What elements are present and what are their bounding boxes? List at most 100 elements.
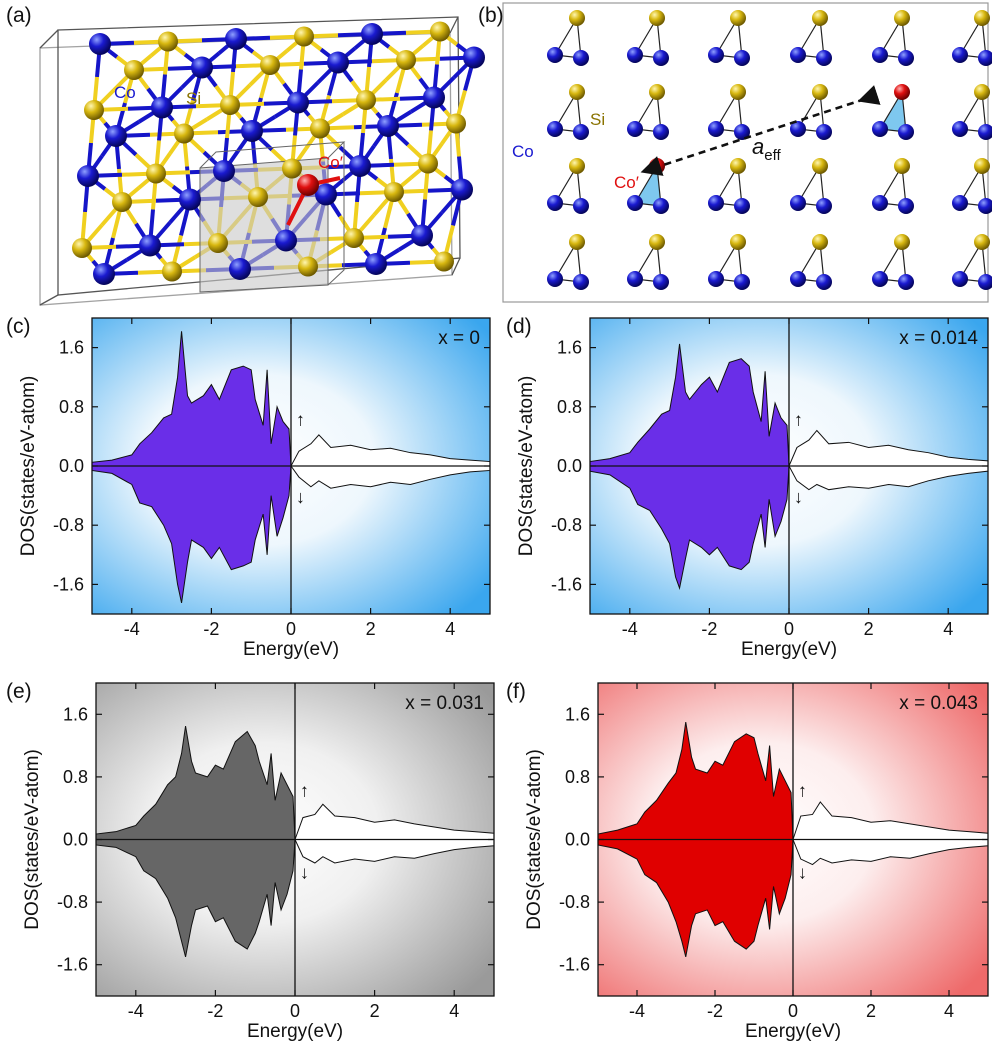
trimer-bonds <box>879 241 907 283</box>
si-atom <box>730 84 746 100</box>
x-axis-label: Energy(eV) <box>243 639 339 660</box>
dos-unoccupied-spin_up <box>294 803 495 840</box>
co-atom <box>573 124 589 140</box>
co-atom <box>179 188 201 211</box>
x-tick-label: 0 <box>290 1001 300 1021</box>
si-atom <box>649 234 665 250</box>
y-tick-label: -1.6 <box>57 955 88 975</box>
spin-down-arrow: ↓ <box>296 487 305 507</box>
si-atom <box>812 234 828 250</box>
co-atom <box>627 271 643 287</box>
si-atom <box>974 158 990 174</box>
y-axis-label: DOS(states/eV-atom) <box>516 376 537 557</box>
co-atom <box>241 120 263 142</box>
panel-label-c: (c) <box>6 315 31 338</box>
si-atom <box>569 158 585 174</box>
spin-down-arrow: ↓ <box>300 863 309 883</box>
co-atom <box>978 198 992 214</box>
si-atom <box>649 84 665 100</box>
si-atom <box>282 158 302 179</box>
si-atom <box>894 10 910 26</box>
trimer-bonds <box>959 241 987 283</box>
si-atom <box>730 158 746 174</box>
co-atom <box>627 121 643 137</box>
co-atom <box>151 96 173 119</box>
si-atom <box>812 158 828 174</box>
panel-b-frame <box>502 2 989 303</box>
label-co-prime-a: Co′ <box>318 153 343 172</box>
label-co-a: Co <box>114 83 136 102</box>
co-atom <box>952 47 968 63</box>
si-atom <box>356 90 376 110</box>
x-tick-label: 4 <box>943 619 953 639</box>
si-atom <box>112 192 132 212</box>
trimer-bonds <box>554 241 582 283</box>
co-atom <box>275 229 297 252</box>
concentration-annotation: x = 0.014 <box>899 328 978 349</box>
trimer-bonds <box>554 165 582 207</box>
co-atom <box>653 50 669 66</box>
si-atom <box>894 234 910 250</box>
co-atom <box>361 23 383 45</box>
label-si-a: Si <box>186 89 201 108</box>
co-atom <box>653 124 669 140</box>
panel-a-crystal-structure: (a) Co Si Co′ <box>6 4 485 306</box>
trimer-bonds <box>959 165 987 207</box>
co-atom <box>978 274 992 290</box>
co-atom <box>423 86 445 109</box>
co-atom <box>77 165 99 187</box>
trimer-bonds <box>634 241 662 283</box>
co-atom <box>327 51 349 74</box>
dos-panel-d: (d) ↑ ↓ -4 -2 0 2 4 -1.6 -0.8 0.0 0.8 1.6 Energy(eV) D… <box>506 315 989 660</box>
x-tick-label: -4 <box>622 619 638 639</box>
x-axis-label: Energy(eV) <box>741 639 837 660</box>
crystal-front-atoms <box>72 21 485 285</box>
co-atom <box>547 47 563 63</box>
si-atom <box>730 234 746 250</box>
y-tick-label: 0.0 <box>63 830 88 850</box>
co-atom <box>816 274 832 290</box>
dos-panel-e: (e) ↑ ↓ -4 -2 0 2 4 -1.6 -0.8 0.0 0.8 1.6 Energy(eV) D… <box>6 680 495 1042</box>
si-atom <box>812 10 828 26</box>
co-atom <box>872 271 888 287</box>
co-atom <box>734 198 750 214</box>
co-atom <box>708 271 724 287</box>
co-prime-atom <box>297 174 319 196</box>
y-tick-label: 0.8 <box>59 397 84 417</box>
dos-unoccupied-spin_up <box>792 801 989 840</box>
spin-up-arrow: ↑ <box>798 780 807 800</box>
y-tick-label: -1.6 <box>551 574 582 594</box>
spin-up-arrow: ↑ <box>794 409 803 429</box>
x-tick-label: -2 <box>707 1001 723 1021</box>
co-atom <box>573 50 589 66</box>
trimer-bonds <box>959 17 987 59</box>
concentration-annotation: x = 0 <box>438 328 480 349</box>
trimer-bonds <box>797 165 825 207</box>
y-axis-label: DOS(states/eV-atom) <box>524 749 545 930</box>
highlight-cube <box>199 141 346 293</box>
co-atom <box>547 271 563 287</box>
x-axis-label: Energy(eV) <box>247 1021 343 1042</box>
si-atom <box>158 31 178 52</box>
trimer-bonds <box>715 241 743 283</box>
spin-up-arrow: ↑ <box>296 409 305 429</box>
si-atom <box>812 84 828 100</box>
co-atom <box>547 121 563 137</box>
co-atom <box>93 263 115 285</box>
co-atom <box>627 195 643 211</box>
co-atom <box>816 50 832 66</box>
co-atom <box>573 198 589 214</box>
co-atom <box>898 124 914 140</box>
co-prime-atom <box>894 84 910 100</box>
si-atom <box>124 60 144 80</box>
y-tick-label: -0.8 <box>559 892 590 912</box>
co-atom <box>872 47 888 63</box>
trimer-bonds <box>634 17 662 59</box>
dos-occupied-spin_down <box>597 839 794 957</box>
panel-label-b: (b) <box>478 4 504 27</box>
label-co-prime-b: Co′ <box>614 173 639 192</box>
trimer-highlight <box>879 90 907 133</box>
si-atom <box>174 123 194 144</box>
panel-b-trimer-lattice: (b) aeff Si Co Co′ <box>478 2 992 303</box>
